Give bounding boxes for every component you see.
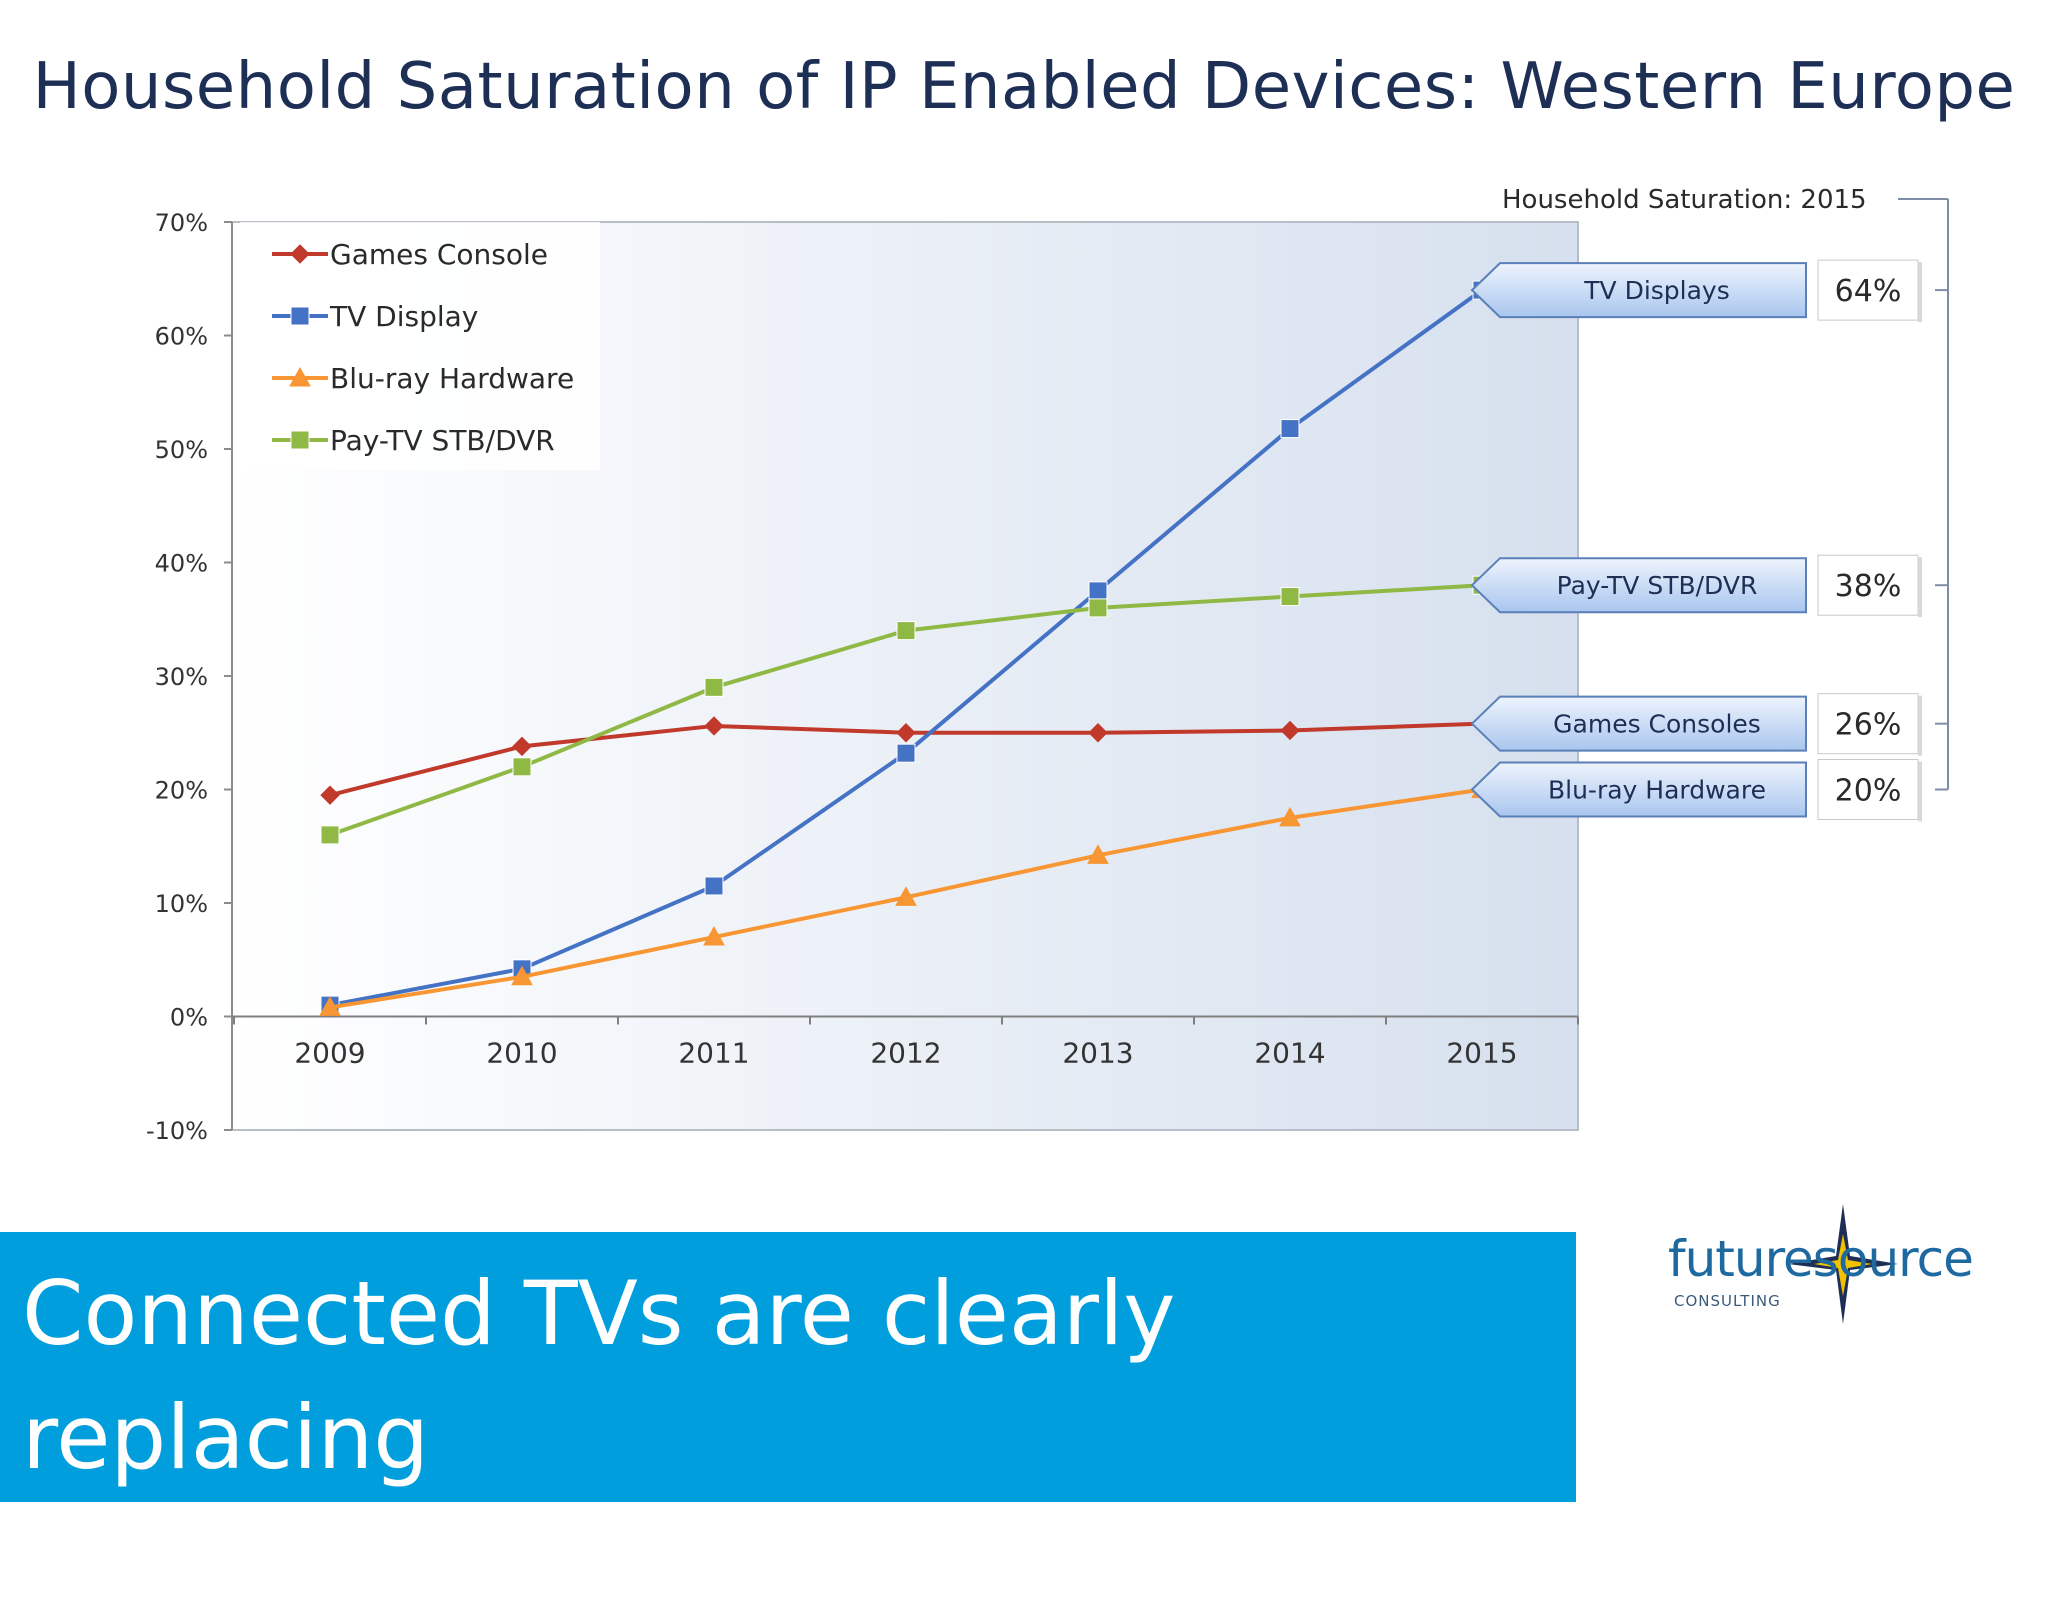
x-tick-label: 2013 bbox=[1062, 1037, 1133, 1070]
callout-label: Games Consoles bbox=[1553, 710, 1761, 739]
axes: -10% 0% 10% 20% 30% 40% 50% 60% 70% 2009 2010 2011 2… bbox=[146, 209, 1579, 1145]
logo-wordmark: futuresource bbox=[1668, 1230, 1974, 1288]
legend-swatch-marker bbox=[289, 366, 311, 387]
data-point-blu-ray-hardware bbox=[319, 996, 341, 1016]
legend-entry: TV Display bbox=[329, 300, 478, 333]
legend-swatch-marker bbox=[290, 430, 310, 450]
x-tick-label: 2011 bbox=[678, 1037, 749, 1070]
legend-entry: Pay-TV STB/DVR bbox=[330, 424, 555, 457]
callout-arrow-box bbox=[1470, 262, 1807, 319]
callout-label: TV Displays bbox=[1583, 276, 1730, 305]
data-point-pay-tv-stb-dvr bbox=[320, 825, 340, 845]
legend-entry: Games Console bbox=[330, 238, 548, 271]
caption-banner: Connected TVs are clearly replacing the … bbox=[0, 1232, 1576, 1613]
callout-value-box bbox=[1817, 259, 1919, 321]
callout-arrow-box bbox=[1470, 761, 1807, 818]
data-point-games-console bbox=[320, 785, 340, 805]
caption-line-2: the old living screens bbox=[22, 1510, 960, 1613]
callout-item: Pay-TV STB/DVR 38% bbox=[1470, 554, 1948, 618]
data-point-games-console bbox=[896, 723, 916, 743]
legend-entry: Blu-ray Hardware bbox=[330, 362, 574, 395]
data-point-pay-tv-stb-dvr bbox=[704, 677, 724, 697]
line-chart: -10% 0% 10% 20% 30% 40% 50% 60% 70% 2009 2010 2011 2… bbox=[146, 185, 1949, 1145]
data-point-games-console bbox=[1280, 720, 1300, 741]
callout-item: TV Displays 64% bbox=[1470, 259, 1922, 323]
series-pay-tv-stb-dvr bbox=[320, 575, 1492, 845]
callout-label: Pay-TV STB/DVR bbox=[1557, 571, 1758, 600]
callout-value-box bbox=[1817, 693, 1919, 755]
callout-value: 38% bbox=[1835, 569, 1902, 604]
legend: Games Console TV Display Blu-ray Hardware P… bbox=[240, 222, 600, 470]
callout-value: 20% bbox=[1835, 774, 1902, 809]
x-tick-label: 2010 bbox=[486, 1037, 557, 1070]
y-tick-label: 50% bbox=[155, 436, 208, 464]
y-tick-label: 40% bbox=[155, 550, 208, 578]
series-group bbox=[319, 280, 1493, 1016]
data-point-pay-tv-stb-dvr bbox=[896, 621, 916, 641]
callout-label: Blu-ray Hardware bbox=[1548, 776, 1766, 805]
data-point-tv-display bbox=[704, 876, 724, 896]
data-point-tv-display bbox=[1280, 419, 1300, 439]
caption-text: Connected TVs are clearly replacing the … bbox=[22, 1252, 1562, 1624]
callout-arrow-box bbox=[1470, 557, 1807, 614]
data-point-blu-ray-hardware bbox=[1279, 806, 1301, 827]
y-tick-label: 60% bbox=[155, 323, 208, 351]
callout-value: 26% bbox=[1835, 708, 1902, 743]
data-point-games-console bbox=[1088, 723, 1108, 743]
data-point-blu-ray-hardware bbox=[895, 886, 917, 906]
data-point-blu-ray-hardware bbox=[1087, 844, 1109, 864]
data-point-blu-ray-hardware bbox=[703, 926, 725, 946]
x-tick-label: 2012 bbox=[870, 1037, 941, 1070]
callout-item: Blu-ray Hardware 20% bbox=[1470, 759, 1948, 822]
y-tick-label: 0% bbox=[170, 1004, 208, 1032]
logo-star-icon bbox=[1788, 1204, 1898, 1324]
callout-item: Games Consoles 26% bbox=[1470, 693, 1948, 756]
callout-panel: Household Saturation: 2015 TV Displays 64%… bbox=[1470, 185, 1949, 822]
y-tick-label: 70% bbox=[155, 209, 208, 237]
legend-swatch-marker bbox=[290, 306, 310, 326]
futuresource-logo: futuresource CONSULTING bbox=[1668, 1204, 1988, 1324]
y-tick-label: 10% bbox=[155, 890, 208, 918]
logo-subtitle: CONSULTING bbox=[1674, 1292, 1781, 1310]
data-point-pay-tv-stb-dvr bbox=[512, 757, 532, 777]
data-point-blu-ray-hardware bbox=[511, 965, 533, 986]
y-tick-label: 30% bbox=[155, 663, 208, 691]
callout-value-box bbox=[1817, 759, 1919, 820]
y-tick-label: 20% bbox=[155, 777, 208, 805]
chart-title: Household Saturation of IP Enabled Devic… bbox=[32, 50, 2016, 124]
data-point-tv-display bbox=[896, 743, 916, 763]
x-tick-label: 2014 bbox=[1254, 1037, 1325, 1070]
legend-swatch-marker bbox=[290, 244, 310, 264]
callout-panel-title: Household Saturation: 2015 bbox=[1502, 185, 1867, 215]
callout-value-box bbox=[1817, 554, 1919, 616]
caption-line-1: Connected TVs are clearly replacing bbox=[22, 1262, 1176, 1489]
y-tick-label: -10% bbox=[146, 1117, 208, 1145]
data-point-pay-tv-stb-dvr bbox=[1280, 587, 1300, 607]
data-point-games-console bbox=[512, 736, 532, 757]
x-tick-label: 2015 bbox=[1446, 1037, 1517, 1070]
data-point-games-console bbox=[704, 716, 724, 736]
callout-value: 64% bbox=[1835, 274, 1902, 309]
data-point-pay-tv-stb-dvr bbox=[1088, 598, 1108, 618]
x-tick-label: 2009 bbox=[294, 1037, 365, 1070]
callout-arrow-box bbox=[1470, 695, 1807, 752]
data-point-tv-display bbox=[1088, 581, 1108, 601]
